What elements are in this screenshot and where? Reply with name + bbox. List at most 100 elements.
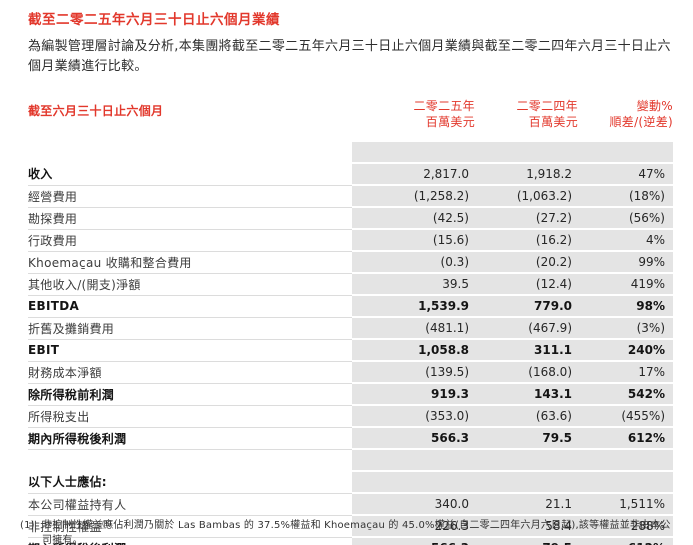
- value-2024: (27.2): [475, 207, 578, 230]
- table-header-row: 截至六月三十日止六個月 二零二五年 百萬美元 二零二四年 百萬美元 變動% 順差…: [28, 99, 673, 142]
- row-label: 折舊及攤銷費用: [28, 317, 352, 340]
- value-2024: 143.1: [475, 383, 578, 406]
- table-spacer-row: [28, 142, 673, 164]
- footnote-marker: (1): [20, 520, 35, 531]
- row-label: 收入: [28, 163, 352, 186]
- table-row-profit-after-tax: 期內所得稅後利潤 566.3 79.5 612%: [28, 427, 673, 450]
- value-2025: (1,258.2): [352, 185, 475, 208]
- value-2024: 21.1: [475, 493, 578, 516]
- value-2025: 2,817.0: [352, 163, 475, 186]
- value-2024: 79.5: [475, 427, 578, 450]
- value-2024: 58.4: [475, 515, 578, 538]
- change-percent: 47%: [578, 163, 673, 186]
- row-label: 本公司權益持有人: [28, 493, 352, 516]
- row-label: 以下人士應佔:: [28, 471, 352, 494]
- table-row-khoemacau-costs: Khoemac̱au 收購和整合費用 (0.3) (20.2) 99%: [28, 251, 673, 274]
- row-label: 其他收入/(開支)淨額: [28, 273, 352, 296]
- table-row-exploration-expenses: 勘探費用 (42.5) (27.2) (56%): [28, 207, 673, 230]
- row-label: EBIT: [28, 339, 352, 362]
- footnote: (1) 非控制性權益應佔利潤乃關於 Las Bambas 的 37.5%權益和 …: [20, 519, 678, 545]
- value-2025: 340.0: [352, 493, 475, 516]
- change-percent: 1,511%: [578, 493, 673, 516]
- change-percent: 240%: [578, 339, 673, 362]
- change-percent: (18%): [578, 185, 673, 208]
- change-percent: 419%: [578, 273, 673, 296]
- table-header-period: 截至六月三十日止六個月: [28, 104, 164, 118]
- change-percent: 288%: [578, 515, 673, 538]
- value-2025: (481.1): [352, 317, 475, 340]
- change-percent: 98%: [578, 295, 673, 318]
- table-row-equity-holders: 本公司權益持有人 340.0 21.1 1,511%: [28, 493, 673, 516]
- value-2024: (63.6): [475, 405, 578, 428]
- table-row-profit-after-tax-total: 期內所得稅後利潤 566.3 79.5 612%: [28, 537, 673, 545]
- row-label: 行政費用: [28, 229, 352, 252]
- value-2025: 39.5: [352, 273, 475, 296]
- table-header-change-pct: 變動%: [636, 99, 673, 113]
- table-header-2025: 二零二五年 百萬美元: [352, 99, 475, 142]
- value-2024: 779.0: [475, 295, 578, 318]
- row-label: Khoemac̱au 收購和整合費用: [28, 251, 352, 274]
- value-2024: (467.9): [475, 317, 578, 340]
- results-table: 截至六月三十日止六個月 二零二五年 百萬美元 二零二四年 百萬美元 變動% 順差…: [28, 99, 673, 545]
- value-2025: (139.5): [352, 361, 475, 384]
- table-header-change: 變動% 順差/(逆差): [578, 99, 673, 142]
- row-label: 所得稅支出: [28, 405, 352, 428]
- table-spacer-row: [28, 449, 673, 472]
- value-2025: (353.0): [352, 405, 475, 428]
- table-row-net-finance-costs: 財務成本淨額 (139.5) (168.0) 17%: [28, 361, 673, 384]
- table-header-2025-unit: 百萬美元: [425, 114, 475, 129]
- table-row-profit-before-tax: 除所得稅前利潤 919.3 143.1 542%: [28, 383, 673, 406]
- value-2024: 79.5: [475, 537, 578, 545]
- value-2024: (12.4): [475, 273, 578, 296]
- value-2024: 1,918.2: [475, 163, 578, 186]
- table-row-non-controlling-interests: 非控制性權益(1) 226.3 58.4 288%: [28, 515, 673, 538]
- table-header-2025-year: 二零二五年: [413, 99, 475, 113]
- value-2025: (15.6): [352, 229, 475, 252]
- row-label: 期內所得稅後利潤: [28, 537, 352, 545]
- table-row-other-income-net: 其他收入/(開支)淨額 39.5 (12.4) 419%: [28, 273, 673, 296]
- table-header-change-favourable: 順差/(逆差): [609, 114, 673, 129]
- row-label: 財務成本淨額: [28, 361, 352, 384]
- value-2025: 919.3: [352, 383, 475, 406]
- row-label: 除所得稅前利潤: [28, 383, 352, 406]
- change-percent: 17%: [578, 361, 673, 384]
- change-percent: 99%: [578, 251, 673, 274]
- value-2025: 226.3: [352, 515, 475, 538]
- value-2025: (42.5): [352, 207, 475, 230]
- table-row-income-tax-expense: 所得稅支出 (353.0) (63.6) (455%): [28, 405, 673, 428]
- change-percent: 4%: [578, 229, 673, 252]
- change-percent: (455%): [578, 405, 673, 428]
- change-percent: 612%: [578, 427, 673, 450]
- table-header-2024: 二零二四年 百萬美元: [475, 99, 578, 142]
- footnote-ref: (1): [101, 519, 112, 528]
- intro-paragraph: 為編製管理層討論及分析,本集團將截至二零二五年六月三十日止六個月業績與截至二零二…: [28, 39, 671, 74]
- value-2025: 566.3: [352, 427, 475, 450]
- change-percent: (3%): [578, 317, 673, 340]
- value-2024: (16.2): [475, 229, 578, 252]
- table-row-ebitda: EBITDA 1,539.9 779.0 98%: [28, 295, 673, 318]
- row-label: 非控制性權益(1): [28, 515, 352, 538]
- table-row-operating-expenses: 經營費用 (1,258.2) (1,063.2) (18%): [28, 185, 673, 208]
- value-2025: (0.3): [352, 251, 475, 274]
- change-percent: 542%: [578, 383, 673, 406]
- table-header-2024-unit: 百萬美元: [528, 114, 578, 129]
- value-2025: 1,058.8: [352, 339, 475, 362]
- value-2025: 1,539.9: [352, 295, 475, 318]
- table-row-revenue: 收入 2,817.0 1,918.2 47%: [28, 163, 673, 186]
- row-label: 期內所得稅後利潤: [28, 427, 352, 450]
- value-2024: (168.0): [475, 361, 578, 384]
- row-label: 勘探費用: [28, 207, 352, 230]
- value-2024: (1,063.2): [475, 185, 578, 208]
- value-2024: (20.2): [475, 251, 578, 274]
- table-row-ebit: EBIT 1,058.8 311.1 240%: [28, 339, 673, 362]
- table-row-attributable-to: 以下人士應佔:: [28, 471, 673, 494]
- table-row-admin-expenses: 行政費用 (15.6) (16.2) 4%: [28, 229, 673, 252]
- value-2025: [352, 471, 475, 494]
- page-title: 截至二零二五年六月三十日止六個月業績: [28, 12, 280, 28]
- value-2024: 311.1: [475, 339, 578, 362]
- footnote-text: 非控制性權益應佔利潤乃關於 Las Bambas 的 37.5%權益和 Khoe…: [42, 520, 671, 545]
- table-row-depreciation-amortisation: 折舊及攤銷費用 (481.1) (467.9) (3%): [28, 317, 673, 340]
- table-header-2024-year: 二零二四年: [516, 99, 578, 113]
- value-2024: [475, 471, 578, 494]
